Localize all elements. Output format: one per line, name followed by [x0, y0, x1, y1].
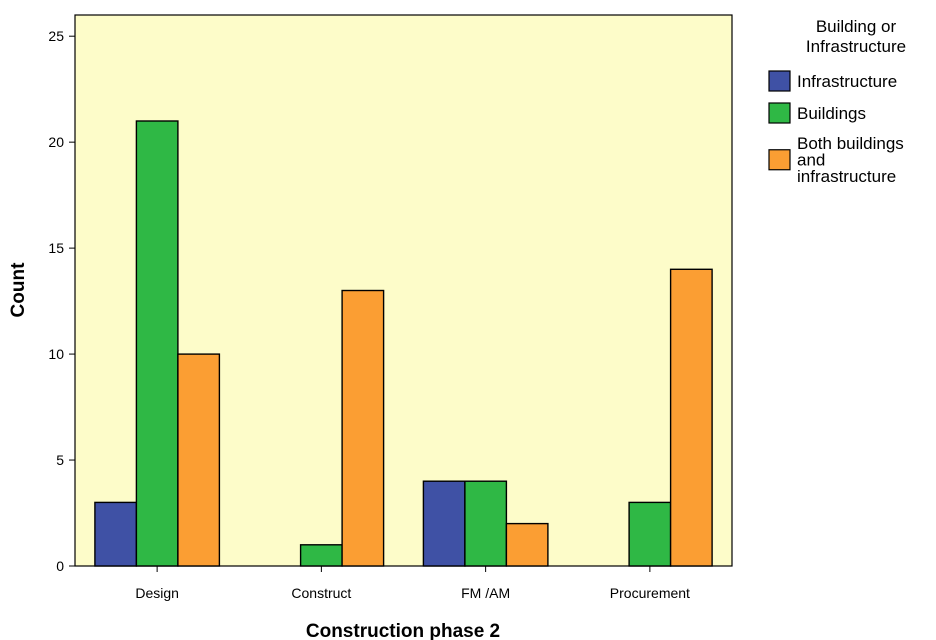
x-axis-title: Construction phase 2 — [306, 621, 500, 640]
x-tick-label: Construct — [291, 585, 351, 601]
y-tick-label: 5 — [56, 452, 64, 468]
legend-label: and — [797, 151, 825, 170]
legend-swatch — [768, 70, 791, 92]
y-tick-label: 15 — [48, 240, 64, 256]
legend-swatch — [768, 102, 791, 124]
legend-label: infrastructure — [797, 167, 896, 186]
bar — [135, 120, 179, 567]
legend-swatch — [768, 149, 791, 171]
bars-layer — [94, 120, 713, 567]
bar — [422, 480, 466, 567]
bar — [177, 353, 221, 567]
y-tick-label: 10 — [48, 346, 64, 362]
bar — [669, 268, 713, 567]
legend-label: Both buildings — [797, 134, 904, 153]
x-tick-label: FM /AM — [461, 585, 510, 601]
y-tick-label: 20 — [48, 134, 64, 150]
y-tick-label: 25 — [48, 28, 64, 44]
bar — [464, 480, 508, 567]
legend-label: Infrastructure — [797, 72, 897, 91]
y-axis-title: Count — [8, 262, 29, 318]
x-tick-label: Procurement — [610, 585, 690, 601]
x-tick-label: Design — [135, 585, 179, 601]
legend-label: Buildings — [797, 104, 866, 123]
legend: Building orInfrastructureInfrastructureB… — [768, 17, 906, 186]
legend-title: Infrastructure — [806, 37, 906, 56]
bar — [628, 501, 672, 567]
bar — [299, 544, 343, 567]
bar — [505, 522, 549, 567]
legend-title: Building or — [816, 17, 897, 36]
axes-layer: 0 5 10 15 20 25 Design Construct FM /AM Procureme… — [48, 28, 690, 601]
y-tick-label: 0 — [56, 558, 64, 574]
bar — [94, 501, 138, 567]
bar — [341, 289, 385, 567]
